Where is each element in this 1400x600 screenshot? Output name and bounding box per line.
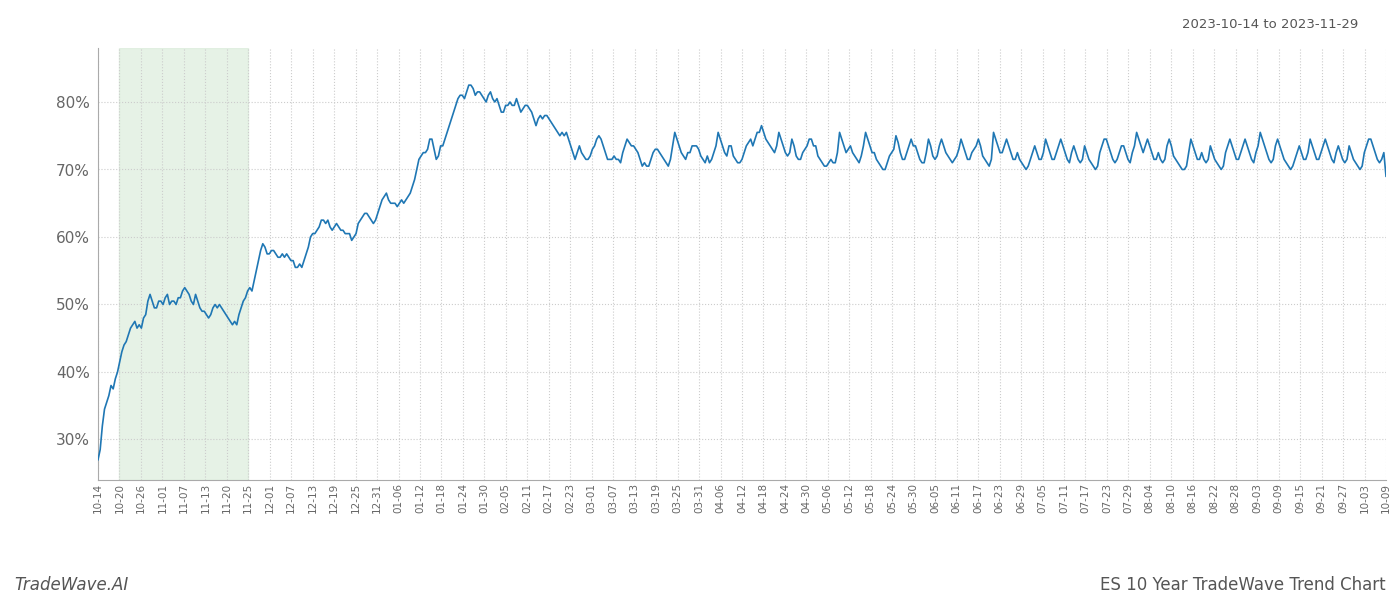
Text: TradeWave.AI: TradeWave.AI <box>14 576 129 594</box>
Text: ES 10 Year TradeWave Trend Chart: ES 10 Year TradeWave Trend Chart <box>1100 576 1386 594</box>
Text: 2023-10-14 to 2023-11-29: 2023-10-14 to 2023-11-29 <box>1182 18 1358 31</box>
Bar <box>119 48 248 480</box>
